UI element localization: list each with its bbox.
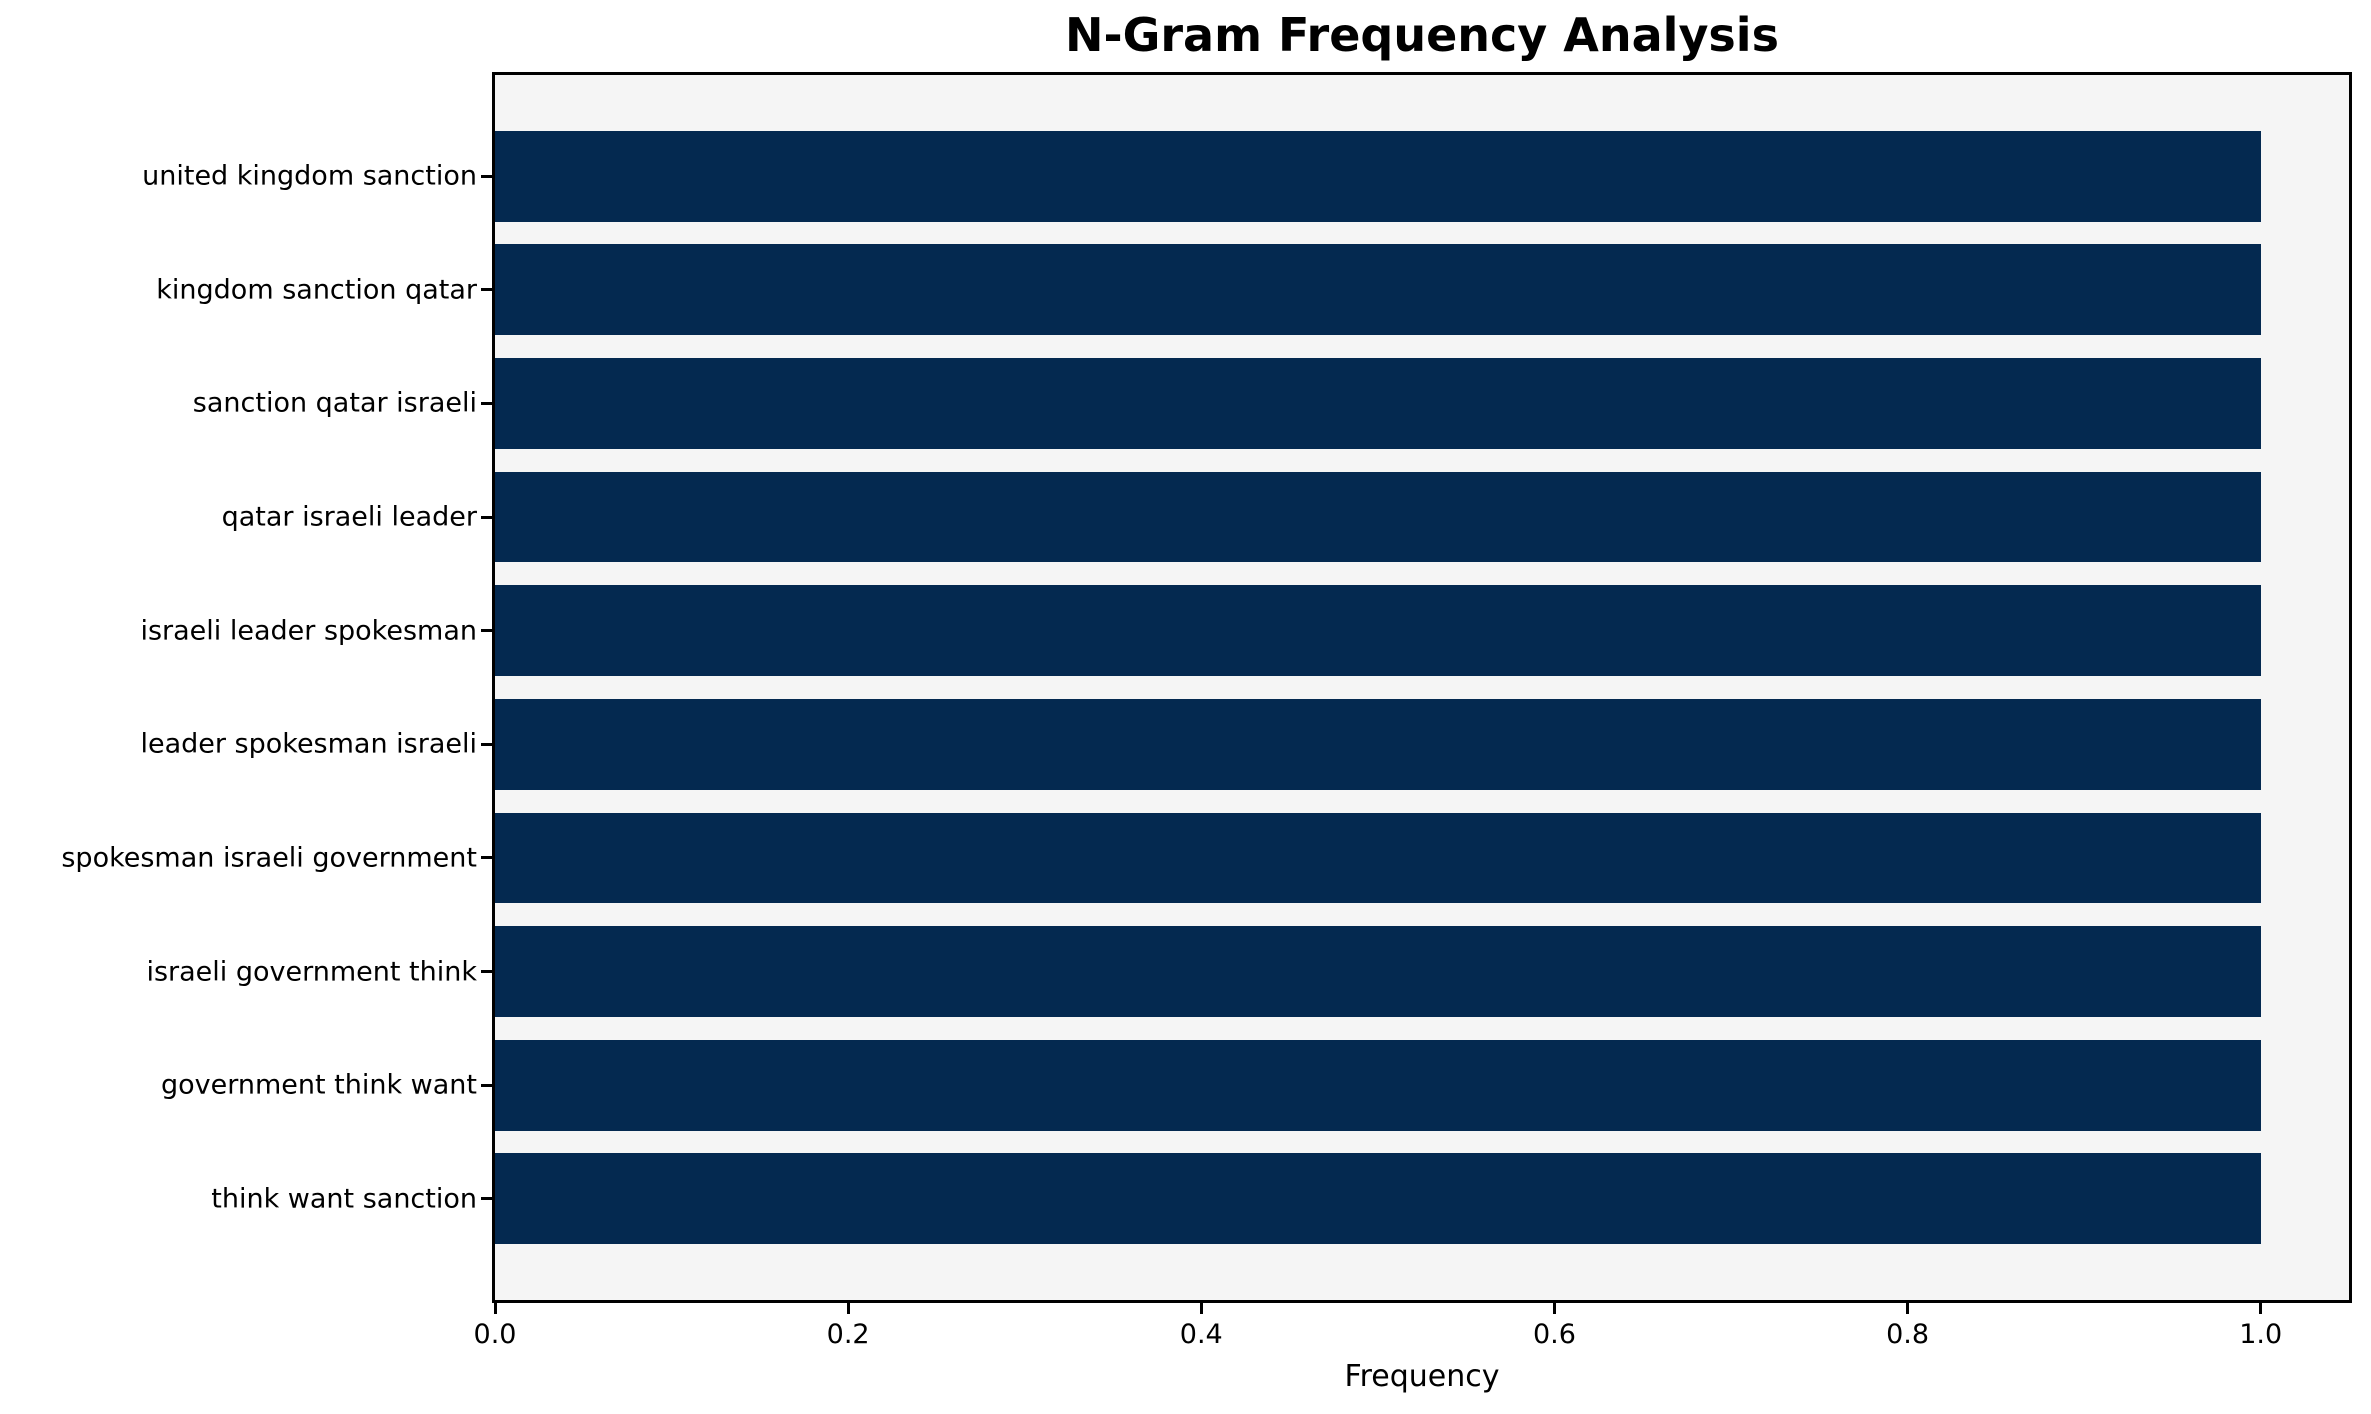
y-tick-mark: [481, 742, 492, 746]
y-tick-label: government think want: [160, 1069, 477, 1101]
y-tick-label: kingdom sanction qatar: [156, 274, 477, 306]
y-tick-mark: [481, 174, 492, 178]
bar: [495, 812, 2261, 904]
x-axis-label: Frequency: [1344, 1359, 1500, 1394]
y-tick-mark: [481, 1197, 492, 1201]
y-tick-label: qatar israeli leader: [221, 501, 477, 533]
x-tick-label: 0.6: [1532, 1319, 1576, 1350]
bar: [495, 130, 2261, 222]
x-tick-label: 0.4: [1179, 1319, 1223, 1350]
x-tick-label: 1.0: [2239, 1319, 2283, 1350]
plot-area: [492, 72, 2352, 1303]
x-tick-label: 0.0: [473, 1319, 517, 1350]
y-tick-mark: [481, 970, 492, 974]
y-tick-mark: [481, 515, 492, 519]
x-tick-label: 0.8: [1886, 1319, 1930, 1350]
x-tick-mark: [493, 1303, 497, 1314]
y-tick-mark: [481, 856, 492, 860]
y-tick-label: israeli government think: [146, 956, 477, 988]
x-tick-label: 0.2: [826, 1319, 870, 1350]
bar: [495, 1039, 2261, 1131]
x-tick-mark: [1199, 1303, 1203, 1314]
bar: [495, 585, 2261, 677]
y-tick-mark: [481, 401, 492, 405]
x-tick-mark: [1906, 1303, 1910, 1314]
bar: [495, 926, 2261, 1018]
y-tick-label: united kingdom sanction: [142, 160, 477, 192]
y-tick-label: leader spokesman israeli: [140, 728, 477, 760]
x-tick-mark: [2259, 1303, 2263, 1314]
bar: [495, 471, 2261, 563]
x-tick-mark: [846, 1303, 850, 1314]
bar: [495, 244, 2261, 336]
y-tick-label: sanction qatar israeli: [192, 387, 477, 419]
y-tick-label: think want sanction: [211, 1183, 477, 1215]
y-tick-label: israeli leader spokesman: [140, 615, 477, 647]
y-tick-mark: [481, 288, 492, 292]
y-tick-label: spokesman israeli government: [61, 842, 477, 874]
y-tick-mark: [481, 1083, 492, 1087]
bar: [495, 357, 2261, 449]
bar: [495, 1153, 2261, 1245]
chart-title: N-Gram Frequency Analysis: [1065, 8, 1779, 62]
bar: [495, 698, 2261, 790]
x-tick-mark: [1552, 1303, 1556, 1314]
y-tick-mark: [481, 629, 492, 633]
